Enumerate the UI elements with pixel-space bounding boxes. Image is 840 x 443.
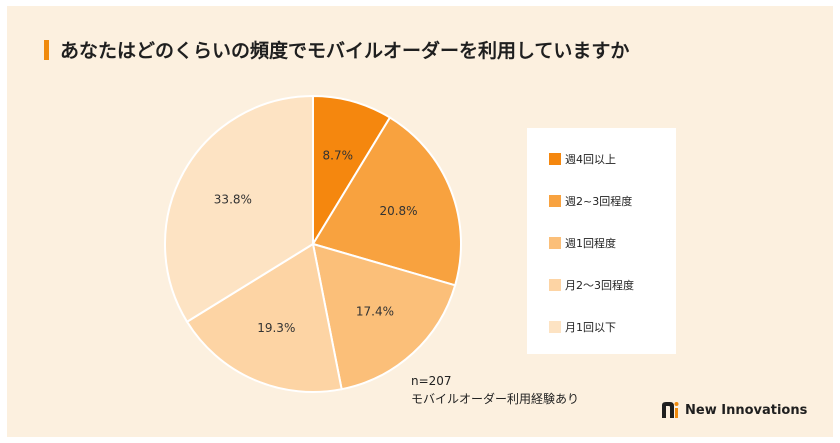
legend-label: 週2~3回程度 xyxy=(565,195,633,208)
slice-value-label: 33.8% xyxy=(214,192,252,206)
legend-swatch xyxy=(549,321,561,333)
legend-label: 月1回以下 xyxy=(565,321,616,334)
brand-name: New Innovations xyxy=(685,402,808,418)
legend-swatch xyxy=(549,195,561,207)
legend-item: 週1回程度 xyxy=(549,236,616,250)
slice-value-label: 17.4% xyxy=(356,305,394,319)
pie-slice xyxy=(311,116,462,287)
slice-value-label: 19.3% xyxy=(257,321,295,335)
legend-swatch xyxy=(549,279,561,291)
chart-title: あなたはどのくらいの頻度でモバイルオーダーを利用していますか xyxy=(60,40,630,62)
legend-item: 月2〜3回程度 xyxy=(549,278,634,292)
legend-label: 週4回以上 xyxy=(565,153,616,166)
legend-item: 月1回以下 xyxy=(549,320,616,334)
legend-label: 月2〜3回程度 xyxy=(565,279,634,292)
legend-swatch xyxy=(549,237,561,249)
legend-label: 週1回程度 xyxy=(565,237,616,250)
new-innovations-logo-icon xyxy=(662,402,679,418)
legend-item: 週2~3回程度 xyxy=(549,194,632,208)
slice-value-label: 20.8% xyxy=(379,204,417,218)
sample-condition: モバイルオーダー利用経験あり xyxy=(411,392,580,406)
legend-swatch xyxy=(549,153,561,165)
slice-value-label: 8.7% xyxy=(323,149,354,163)
brand: New Innovations xyxy=(661,401,807,419)
sample-note: n=207 モバイルオーダー利用経験あり xyxy=(411,372,579,408)
pie-slice xyxy=(185,242,343,393)
chart-legend: 週4回以上週2~3回程度 週1回程度月2〜3回程度 月1回以下 xyxy=(527,128,676,354)
legend-item: 週4回以上 xyxy=(549,152,616,166)
pie-slice xyxy=(311,242,457,391)
sample-size: n=207 xyxy=(411,374,452,388)
title-accent-bar xyxy=(44,40,49,60)
pie-slice xyxy=(164,94,314,324)
